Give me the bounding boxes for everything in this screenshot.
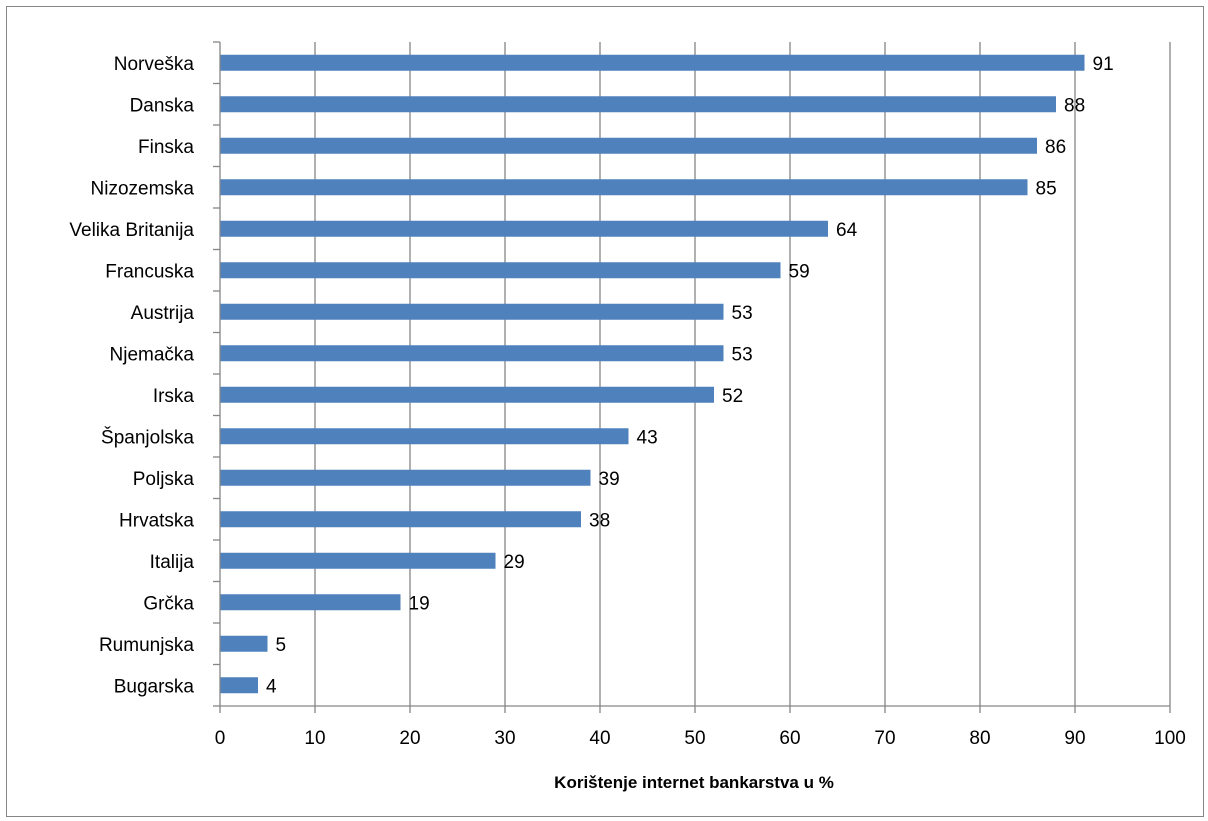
category-label: Bugarska [114,676,195,697]
bar-4 [220,179,1028,196]
category-label: Nizozemska [91,178,195,199]
bar-9 [220,386,714,403]
bars [220,54,1085,694]
bar-14 [220,594,401,611]
data-label: 38 [589,510,610,531]
data-label: 85 [1036,178,1057,199]
bar-7 [220,303,724,320]
data-label: 53 [732,344,753,365]
category-label: Norveška [114,54,195,75]
data-label: 52 [722,386,743,407]
bar-6 [220,262,781,279]
data-label: 29 [504,552,525,573]
x-tick-label: 80 [969,728,990,749]
x-tick-label: 60 [779,728,800,749]
category-label: Velika Britanija [69,220,194,241]
data-label: 4 [266,676,277,697]
x-axis-title: Korištenje internet bankarstva u % [554,773,834,792]
data-label: 53 [732,303,753,324]
bar-16 [220,677,258,694]
category-label: Francuska [105,261,194,282]
category-label: Rumunjska [99,635,194,656]
x-tick-label: 30 [494,728,515,749]
data-label: 86 [1045,137,1066,158]
x-tick-label: 90 [1064,728,1085,749]
data-label: 19 [409,593,430,614]
x-tick-label: 70 [874,728,895,749]
axes [213,41,1171,713]
x-tick-label: 10 [304,728,325,749]
category-labels: Norveška Danska Finska Nizozemska Velika Bri… [69,54,194,698]
category-label: Njemačka [110,344,195,365]
category-label: Italija [150,552,195,573]
data-label: 39 [599,469,620,490]
bar-2 [220,96,1056,113]
data-label: 64 [836,220,858,241]
bar-12 [220,511,581,528]
data-labels: 91 88 86 85 64 59 53 53 52 43 39 38 29 19 5 4 [266,54,1114,698]
category-label: Irska [153,386,195,407]
x-tick-label: 40 [589,728,610,749]
bar-13 [220,552,496,569]
bar-8 [220,345,724,362]
bar-10 [220,428,629,445]
x-tick-label: 50 [684,728,705,749]
x-tick-label: 0 [215,728,226,749]
data-label: 5 [276,635,287,656]
bar-5 [220,220,828,237]
category-label: Španjolska [101,426,194,448]
x-tick-label: 20 [399,728,420,749]
bar-1 [220,54,1085,71]
category-label: Hrvatska [119,510,194,531]
tick-labels: 0 10 20 30 40 50 60 70 80 90 100 [215,728,1186,749]
category-label: Austrija [131,303,195,324]
data-label: 91 [1093,54,1114,75]
category-label: Grčka [143,593,194,614]
category-label: Danska [130,95,195,116]
category-label: Poljska [133,469,195,490]
category-label: Finska [138,137,194,158]
x-tick-label: 100 [1154,728,1186,749]
data-label: 43 [637,427,658,448]
data-label: 88 [1064,95,1085,116]
bar-15 [220,635,268,652]
bar-11 [220,469,591,486]
data-label: 59 [789,261,810,282]
bar-3 [220,137,1037,154]
